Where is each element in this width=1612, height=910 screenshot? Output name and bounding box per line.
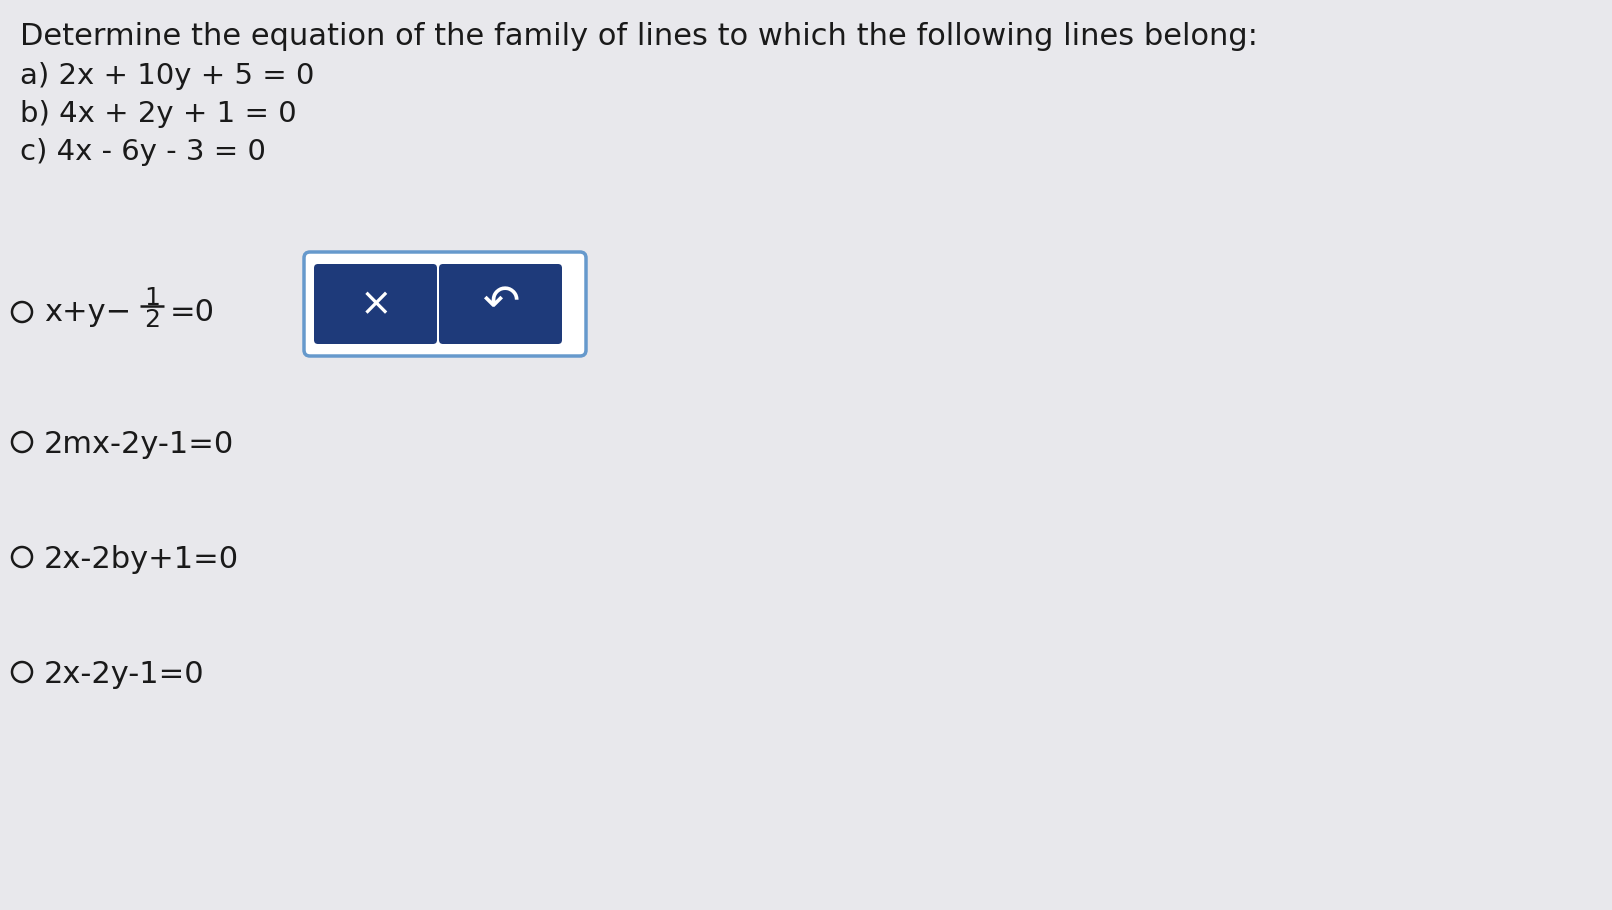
Text: 2x-2by+1=0: 2x-2by+1=0: [44, 545, 239, 574]
Text: 1: 1: [143, 286, 160, 310]
Text: b) 4x + 2y + 1 = 0: b) 4x + 2y + 1 = 0: [19, 100, 297, 128]
Text: 2: 2: [143, 308, 160, 332]
Text: =0: =0: [169, 298, 214, 327]
Text: Determine the equation of the family of lines to which the following lines belon: Determine the equation of the family of …: [19, 22, 1257, 51]
Text: ×: ×: [359, 285, 392, 323]
Text: 2x-2y-1=0: 2x-2y-1=0: [44, 660, 205, 689]
Text: c) 4x - 6y - 3 = 0: c) 4x - 6y - 3 = 0: [19, 138, 266, 166]
FancyBboxPatch shape: [305, 252, 587, 356]
Text: 2mx-2y-1=0: 2mx-2y-1=0: [44, 430, 234, 459]
Text: a) 2x + 10y + 5 = 0: a) 2x + 10y + 5 = 0: [19, 62, 314, 90]
FancyBboxPatch shape: [314, 264, 437, 344]
FancyBboxPatch shape: [438, 264, 563, 344]
Text: ↶: ↶: [482, 282, 519, 326]
Text: x+y−: x+y−: [44, 298, 131, 327]
